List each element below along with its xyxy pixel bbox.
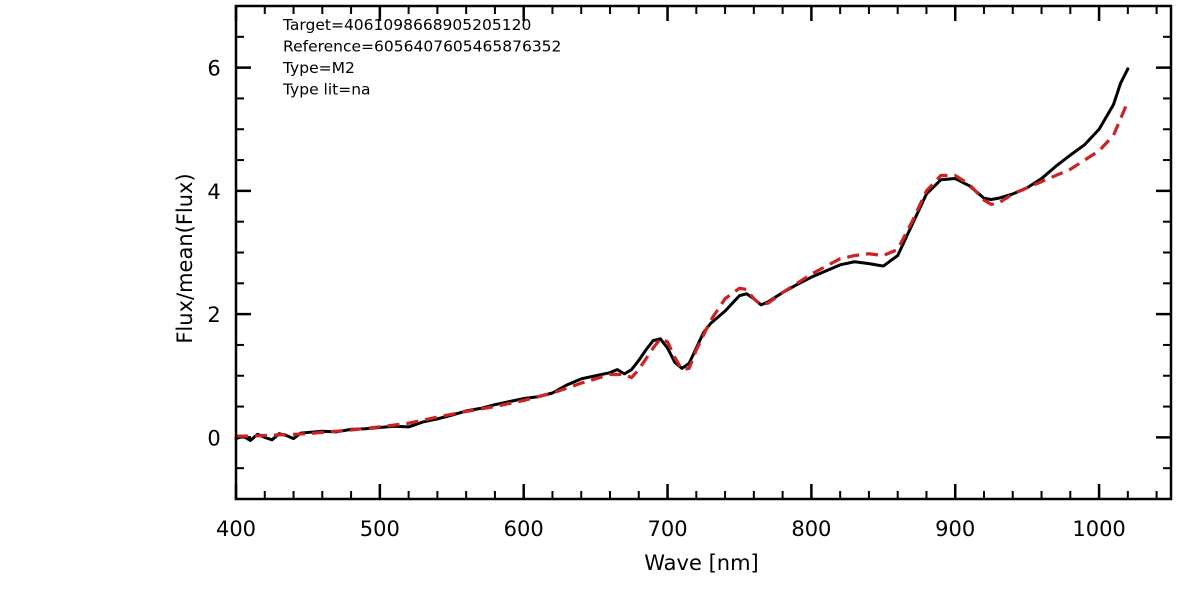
target-spectrum-line (234, 67, 1130, 442)
x-tick-label: 800 (791, 517, 831, 541)
minor-ticks (236, 5, 1171, 500)
major-ticks (234, 6, 1171, 499)
annotation-type: Type=M2 (282, 59, 355, 77)
x-tick-label: 700 (647, 517, 687, 541)
x-tick-label: 400 (216, 517, 256, 541)
y-tick-label: 4 (207, 180, 220, 204)
x-tick-label: 1000 (1072, 517, 1125, 541)
plot-frame (234, 4, 1173, 501)
annotation-target: Target=4061098668905205120 (282, 16, 531, 34)
y-tick-label: 6 (207, 57, 220, 81)
reference-spectrum-line (236, 100, 1130, 438)
series-lines (234, 67, 1130, 442)
x-axis-label: Wave [nm] (644, 551, 758, 575)
annotation-type-lit: Type lit=na (282, 81, 371, 99)
x-tick-label: 500 (360, 517, 400, 541)
annotation-reference: Reference=6056407605465876352 (283, 38, 561, 56)
x-tick-label: 600 (504, 517, 544, 541)
y-axis-label: Flux/mean(Flux) (173, 173, 197, 343)
y-tick-label: 0 (207, 426, 220, 450)
y-tick-label: 2 (207, 303, 220, 327)
y-tick-labels: 0 2 4 6 (207, 57, 220, 451)
x-tick-label: 900 (935, 517, 975, 541)
x-tick-labels: 400 500 600 700 800 900 1000 (216, 517, 1126, 541)
